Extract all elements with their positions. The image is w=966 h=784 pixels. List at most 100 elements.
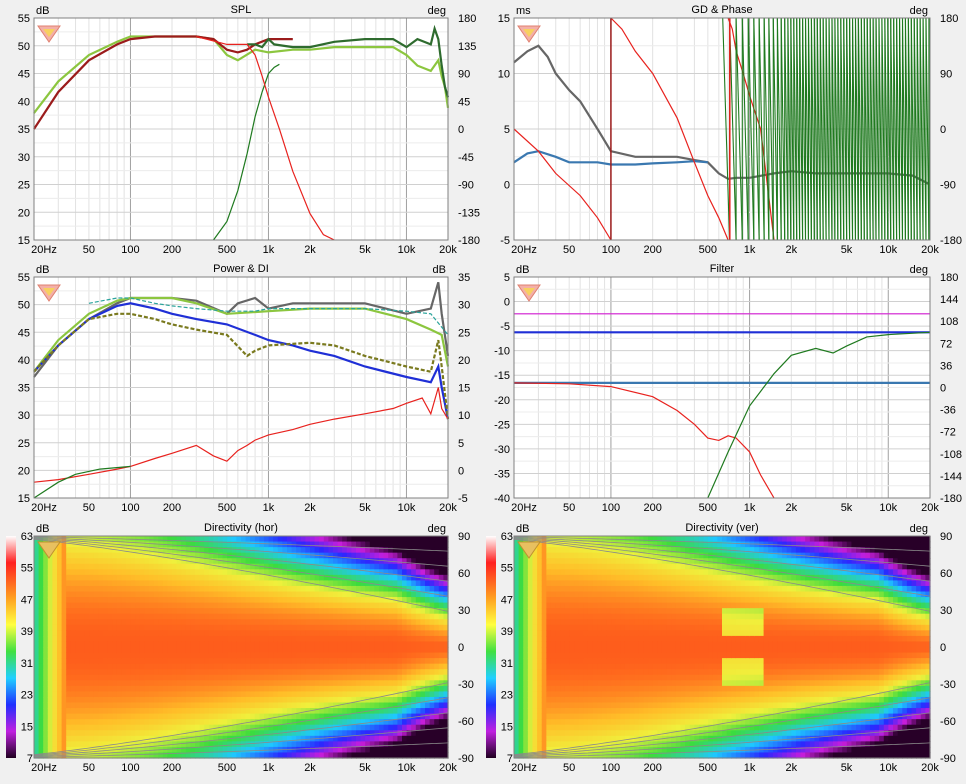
left-unit: dB xyxy=(516,264,529,276)
x-tick-label: 10k xyxy=(398,502,416,514)
y2-tick-label: 20 xyxy=(458,355,470,367)
y2-tick-label: 90 xyxy=(940,69,952,81)
y2-tick-label: -180 xyxy=(940,235,962,247)
x-tick-label: 2k xyxy=(304,502,316,514)
right-unit: deg xyxy=(910,523,928,535)
y-tick-label: 20 xyxy=(18,207,30,219)
left-unit: dB xyxy=(516,523,529,535)
y-tick-label: -30 xyxy=(494,444,510,456)
left-unit: dB xyxy=(36,5,49,17)
x-tick-label: 200 xyxy=(643,762,661,774)
chart-title: Filter xyxy=(710,263,735,275)
y-tick-label: 63 xyxy=(501,531,513,543)
y2-tick-label: 60 xyxy=(940,568,952,580)
y2-tick-label: 0 xyxy=(458,124,464,136)
x-tick-label: 200 xyxy=(643,502,661,514)
y-tick-label: 35 xyxy=(18,124,30,136)
y-tick-label: 25 xyxy=(18,438,30,450)
y2-tick-label: 108 xyxy=(940,316,958,328)
x-tick-label: 1k xyxy=(744,244,756,256)
x-tick-label: 100 xyxy=(121,244,139,256)
x-tick-label: 100 xyxy=(121,502,139,514)
x-tick-label: 500 xyxy=(699,502,717,514)
x-tick-label: 50 xyxy=(563,502,575,514)
y2-tick-label: 90 xyxy=(458,69,470,81)
y-tick-label: -40 xyxy=(494,493,510,505)
y-tick-label: 55 xyxy=(18,272,30,284)
y-tick-label: 31 xyxy=(21,658,33,670)
y2-tick-label: -90 xyxy=(458,753,474,765)
x-tick-label: 1k xyxy=(263,762,275,774)
x-tick-label: 20k xyxy=(921,502,939,514)
y2-tick-label: 180 xyxy=(940,272,958,284)
y2-tick-label: 0 xyxy=(458,642,464,654)
x-tick-label: 10k xyxy=(879,244,897,256)
y-tick-label: 15 xyxy=(501,721,513,733)
x-tick-label: 500 xyxy=(699,762,717,774)
y2-tick-label: -45 xyxy=(458,152,474,164)
x-tick-label: 20k xyxy=(439,244,457,256)
right-unit: deg xyxy=(910,5,928,17)
x-tick-label: 20Hz xyxy=(31,762,57,774)
y-tick-label: 15 xyxy=(498,13,510,25)
y-tick-label: 23 xyxy=(501,690,513,702)
y2-tick-label: -72 xyxy=(940,427,956,439)
right-unit: dB xyxy=(433,264,446,276)
y-tick-label: -15 xyxy=(494,370,510,382)
x-tick-label: 50 xyxy=(563,244,575,256)
y-tick-label: 15 xyxy=(18,235,30,247)
y-tick-label: 40 xyxy=(18,96,30,108)
y-tick-label: -20 xyxy=(494,395,510,407)
x-tick-label: 500 xyxy=(699,244,717,256)
chart-title: Directivity (hor) xyxy=(204,522,278,534)
y-tick-label: -10 xyxy=(494,346,510,358)
color-scale xyxy=(486,536,496,758)
x-tick-label: 5k xyxy=(359,502,371,514)
y2-tick-label: 60 xyxy=(458,568,470,580)
x-tick-label: 5k xyxy=(841,762,853,774)
y-tick-label: 25 xyxy=(18,180,30,192)
y-tick-label: 5 xyxy=(504,272,510,284)
x-tick-label: 20k xyxy=(921,762,939,774)
x-tick-label: 500 xyxy=(218,762,236,774)
x-tick-label: 20Hz xyxy=(31,244,57,256)
y-tick-label: 39 xyxy=(21,626,33,638)
y2-tick-label: 15 xyxy=(458,383,470,395)
y2-tick-label: -5 xyxy=(458,493,468,505)
y-tick-label: 55 xyxy=(18,13,30,25)
y-tick-label: -25 xyxy=(494,419,510,431)
y-tick-label: 23 xyxy=(21,690,33,702)
y2-tick-label: 5 xyxy=(458,438,464,450)
x-tick-label: 2k xyxy=(304,762,316,774)
x-tick-label: 50 xyxy=(83,502,95,514)
y2-tick-label: 90 xyxy=(940,531,952,543)
y-tick-label: 40 xyxy=(18,355,30,367)
x-tick-label: 5k xyxy=(359,244,371,256)
x-tick-label: 200 xyxy=(643,244,661,256)
x-tick-label: 100 xyxy=(602,502,620,514)
chart-title: GD & Phase xyxy=(691,4,752,16)
y-tick-label: 63 xyxy=(21,531,33,543)
x-tick-label: 200 xyxy=(163,502,181,514)
y-tick-label: 20 xyxy=(18,465,30,477)
y2-tick-label: -30 xyxy=(940,679,956,691)
x-tick-label: 5k xyxy=(841,244,853,256)
x-tick-label: 20Hz xyxy=(511,244,537,256)
x-tick-label: 1k xyxy=(744,502,756,514)
x-tick-label: 50 xyxy=(83,244,95,256)
y2-tick-label: 36 xyxy=(940,360,952,372)
x-tick-label: 20Hz xyxy=(511,502,537,514)
y2-tick-label: -90 xyxy=(458,180,474,192)
y2-tick-label: -60 xyxy=(940,716,956,728)
right-unit: deg xyxy=(428,5,446,17)
y-tick-label: 50 xyxy=(18,41,30,53)
x-tick-label: 2k xyxy=(786,502,798,514)
x-tick-label: 1k xyxy=(744,762,756,774)
y-tick-label: 47 xyxy=(21,594,33,606)
right-unit: deg xyxy=(428,523,446,535)
